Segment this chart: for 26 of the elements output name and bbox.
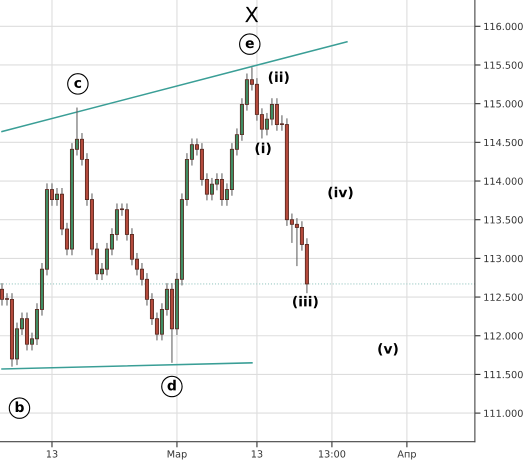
y-tick-label: 112.000 bbox=[484, 332, 523, 340]
y-tick-label: 115.000 bbox=[484, 100, 523, 108]
y-tick-label: 111.500 bbox=[484, 370, 523, 378]
annotation: c bbox=[74, 80, 82, 88]
annotation: d bbox=[168, 380, 176, 391]
annotation: (iv) bbox=[328, 186, 353, 200]
x-tick-label: 13 bbox=[46, 450, 58, 458]
y-tick-label: 111.000 bbox=[484, 410, 523, 417]
x-tick-label: 13 bbox=[252, 450, 262, 458]
y-tick-label: 115.500 bbox=[484, 61, 523, 69]
annotation: X bbox=[245, 6, 258, 22]
y-tick-label: 112.500 bbox=[484, 294, 523, 301]
annotation: e bbox=[246, 40, 254, 48]
annotation: (ii) bbox=[268, 71, 289, 84]
y-tick-label: 113.000 bbox=[484, 254, 523, 262]
x-tick-label: Апр bbox=[397, 450, 416, 460]
x-tick-label: 13:00 bbox=[318, 450, 346, 458]
annotation: (iii) bbox=[293, 296, 318, 308]
annotation: (i) bbox=[256, 142, 271, 155]
y-tick-label: 116.000 bbox=[484, 22, 523, 30]
x-tick-label: Мар bbox=[168, 450, 187, 460]
y-tick-label: 114.000 bbox=[484, 178, 523, 185]
annotation: (v) bbox=[378, 343, 398, 356]
annotation: b bbox=[16, 401, 24, 412]
y-tick-label: 113.500 bbox=[484, 216, 523, 224]
y-tick-label: 114.500 bbox=[484, 138, 523, 146]
